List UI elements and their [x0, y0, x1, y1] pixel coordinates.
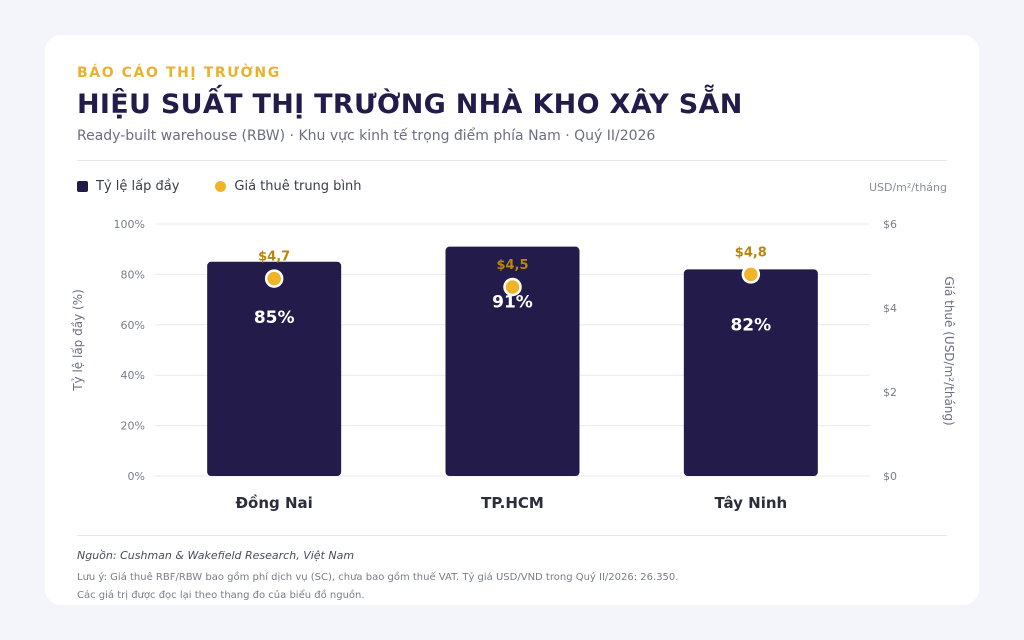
footer-divider [77, 535, 947, 536]
y2-tick-label: $0 [883, 470, 897, 483]
occupancy-bar [207, 261, 342, 476]
rent-unit-label: USD/m²/tháng [868, 181, 947, 194]
y2-tick-label: $2 [883, 386, 897, 399]
legend-item-occupancy: Tỷ lệ lấp đầy [77, 179, 179, 194]
y-tick-label: 60% [121, 319, 145, 332]
page-title: HIỆU SUẤT THỊ TRƯỜNG NHÀ KHO XÂY SẴN [77, 89, 743, 120]
y2-axis-title: Giá thuê (USD/m²/tháng) [942, 276, 956, 425]
footnote-line-1: Lưu ý: Giá thuê RBF/RBW bao gồm phí dịch… [77, 572, 679, 583]
report-kicker: BÁO CÁO THỊ TRƯỜNG [77, 65, 281, 81]
y-tick-label: 100% [114, 218, 145, 231]
page-subtitle: Ready-built warehouse (RBW) · Khu vực ki… [77, 128, 656, 144]
rent-value-label: $4,8 [735, 245, 767, 260]
bar-layer [207, 246, 818, 476]
y-tick-label: 20% [121, 420, 145, 433]
occupancy-bar [445, 246, 580, 476]
legend-rent-label: Giá thuê trung bình [234, 179, 362, 194]
occupancy-value-label: 91% [492, 293, 533, 313]
legend-bar-swatch [77, 181, 88, 192]
x-tick-label: Tây Ninh [714, 494, 787, 512]
source-note: Nguồn: Cushman & Wakefield Research, Việ… [77, 549, 355, 562]
rent-value-label: $4,7 [258, 250, 290, 265]
y-tick-label: 80% [121, 268, 145, 281]
y-axis-title: Tỷ lệ lấp đầy (%) [71, 289, 85, 392]
occupancy-value-label: 85% [254, 308, 295, 328]
chart-legend: Tỷ lệ lấp đầy Giá thuê trung bình [77, 179, 398, 194]
x-tick-label: Đồng Nai [235, 493, 312, 512]
x-tick-label: TP.HCM [481, 494, 544, 512]
report-card: BÁO CÁO THỊ TRƯỜNG HIỆU SUẤT THỊ TRƯỜNG … [45, 35, 979, 605]
y-tick-label: 0% [128, 470, 145, 483]
header-divider [77, 160, 947, 161]
occupancy-bar [683, 269, 818, 476]
rent-value-label: $4,5 [496, 258, 528, 273]
rent-dot [741, 265, 761, 284]
legend-item-rent: Giá thuê trung bình [215, 179, 362, 194]
rent-dot [503, 277, 522, 297]
y2-tick-label: $6 [883, 218, 897, 231]
y2-tick-label: $4 [883, 302, 897, 315]
legend-dot-swatch [215, 181, 227, 192]
occupancy-value-label: 82% [730, 315, 771, 335]
footnote-line-2: Các giá trị được đọc lại theo thang đo c… [77, 590, 365, 601]
label-layer: 0% 20% 40% 60% 80% 100% $0 $2 $4 $6 85% $4,7 Đồng Na… [114, 218, 897, 512]
combo-chart: 0% 20% 40% 60% 80% 100% $0 $2 $4 $6 85% $4,7 Đồng Na… [71, 218, 956, 512]
legend-occupancy-label: Tỷ lệ lấp đầy [96, 179, 180, 194]
y-tick-label: 40% [121, 369, 145, 382]
rent-dot [264, 269, 284, 288]
